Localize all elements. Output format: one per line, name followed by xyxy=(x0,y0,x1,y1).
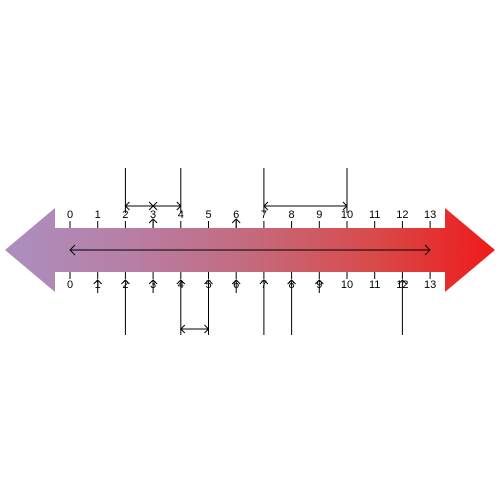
number-line-diagram: 001122334455667788991010111112121313 xyxy=(0,0,500,500)
scale-label-bottom: 10 xyxy=(341,279,353,291)
scale-label-bottom: 0 xyxy=(67,279,73,291)
scale-label-top: 8 xyxy=(289,209,295,221)
scale-label-bottom: 11 xyxy=(369,279,380,291)
scale-label-top: 11 xyxy=(369,209,380,221)
scale-label-top: 0 xyxy=(67,209,73,221)
scale-label-top: 9 xyxy=(316,209,322,221)
scale-label-top: 13 xyxy=(424,209,436,221)
scale-label-top: 5 xyxy=(205,209,211,221)
scale-label-top: 1 xyxy=(95,209,101,221)
scale-label-top: 12 xyxy=(396,209,408,221)
scale-label-bottom: 13 xyxy=(424,279,436,291)
